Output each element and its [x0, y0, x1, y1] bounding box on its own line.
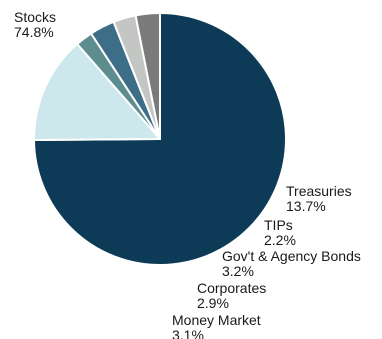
slice-value-treasuries: 13.7%	[286, 198, 326, 214]
slice-name-govt-agency-bonds: Gov't & Agency Bonds	[222, 248, 361, 264]
slice-name-money-market: Money Market	[172, 313, 261, 328]
slice-name-treasuries: Treasuries	[286, 183, 352, 199]
slice-name-corporates: Corporates	[197, 280, 267, 296]
slice-label-corporates: Corporates 2.9%	[197, 281, 266, 311]
slice-label-govt-agency-bonds: Gov't & Agency Bonds 3.2%	[222, 249, 361, 279]
slice-value-corporates: 2.9%	[197, 295, 229, 311]
slice-value-tips: 2.2%	[264, 232, 296, 248]
slice-name-stocks: Stocks	[14, 9, 57, 25]
slice-label-stocks: Stocks 74.8%	[14, 10, 56, 40]
pie-slice-treasuries	[32, 43, 161, 141]
slice-value-govt-agency-bonds: 3.2%	[222, 263, 254, 279]
slice-label-treasuries: Treasuries 13.7%	[286, 184, 352, 214]
slice-label-tips: TIPs 2.2%	[264, 218, 296, 248]
slice-value-money-market: 3.1%	[172, 327, 204, 339]
slice-name-tips: TIPs	[264, 217, 293, 233]
slice-value-stocks: 74.8%	[14, 24, 54, 40]
slice-label-money-market: Money Market 3.1%	[172, 313, 261, 339]
pie-slice-stocks	[33, 12, 287, 266]
pie-slice-money-market	[134, 12, 161, 140]
